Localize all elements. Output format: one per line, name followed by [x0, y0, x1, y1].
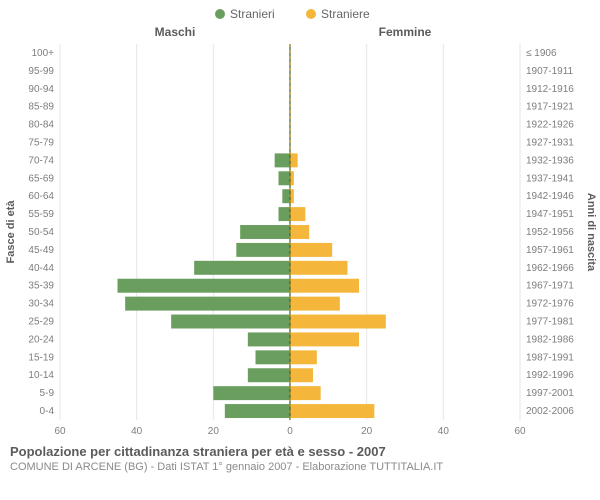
bar-male — [240, 225, 290, 239]
birth-year-label: 1917-1921 — [526, 102, 574, 113]
birth-year-label: 1962-1966 — [526, 263, 574, 274]
age-band-label: 90-94 — [28, 84, 54, 95]
age-band-label: 65-69 — [28, 173, 54, 184]
bar-female — [290, 315, 386, 329]
bar-male — [256, 350, 291, 364]
birth-year-label: 1922-1926 — [526, 120, 574, 131]
x-tick-label: 60 — [514, 426, 526, 437]
chart-footer: Popolazione per cittadinanza straniera p… — [0, 440, 600, 483]
col-title-right: Femmine — [379, 25, 432, 39]
bar-male — [279, 171, 291, 185]
bar-male — [225, 404, 290, 418]
bar-female — [290, 332, 359, 346]
age-band-label: 0-4 — [40, 406, 55, 417]
chart-subtitle: COMUNE DI ARCENE (BG) - Dati ISTAT 1° ge… — [10, 461, 590, 473]
birth-year-label: 1982-1986 — [526, 334, 574, 345]
age-band-label: 55-59 — [28, 209, 54, 220]
age-band-label: 35-39 — [28, 281, 54, 292]
age-band-label: 60-64 — [28, 191, 54, 202]
bar-male — [194, 261, 290, 275]
bar-male — [282, 189, 290, 203]
age-band-label: 10-14 — [28, 370, 54, 381]
bar-female — [290, 386, 321, 400]
age-band-label: 100+ — [31, 48, 54, 59]
bar-male — [118, 279, 291, 293]
age-band-label: 45-49 — [28, 245, 54, 256]
age-band-label: 5-9 — [40, 388, 55, 399]
age-band-label: 40-44 — [28, 263, 54, 274]
birth-year-label: 1957-1961 — [526, 245, 574, 256]
birth-year-label: 1987-1991 — [526, 352, 574, 363]
age-band-label: 20-24 — [28, 334, 54, 345]
birth-year-label: 1997-2001 — [526, 388, 574, 399]
x-tick-label: 20 — [208, 426, 220, 437]
x-tick-label: 40 — [131, 426, 143, 437]
legend-swatch — [215, 9, 225, 19]
chart-title: Popolazione per cittadinanza straniera p… — [10, 444, 590, 459]
bar-female — [290, 153, 298, 167]
bar-female — [290, 297, 340, 311]
bar-male — [213, 386, 290, 400]
age-band-label: 95-99 — [28, 66, 54, 77]
bar-male — [125, 297, 290, 311]
y-axis-title-right: Anni di nascita — [585, 193, 597, 272]
birth-year-label: 1927-1931 — [526, 137, 574, 148]
bar-male — [171, 315, 290, 329]
birth-year-label: ≤ 1906 — [526, 48, 557, 59]
birth-year-label: 1977-1981 — [526, 317, 574, 328]
bar-female — [290, 350, 317, 364]
bar-female — [290, 207, 305, 221]
birth-year-label: 1932-1936 — [526, 155, 574, 166]
bar-male — [275, 153, 290, 167]
birth-year-label: 1947-1951 — [526, 209, 574, 220]
bar-female — [290, 368, 313, 382]
age-band-label: 15-19 — [28, 352, 54, 363]
bar-male — [248, 332, 290, 346]
x-tick-label: 40 — [438, 426, 450, 437]
age-band-label: 70-74 — [28, 155, 54, 166]
age-band-label: 25-29 — [28, 317, 54, 328]
legend-label: Stranieri — [230, 7, 275, 21]
population-pyramid: Stranieri Straniere Maschi Femmine 0 20 20 40 40… — [0, 0, 600, 440]
bar-male — [279, 207, 291, 221]
legend-swatch — [306, 9, 316, 19]
bar-female — [290, 243, 332, 257]
col-title-left: Maschi — [155, 25, 196, 39]
bar-male — [236, 243, 290, 257]
legend-label: Straniere — [321, 7, 370, 21]
bar-female — [290, 225, 309, 239]
birth-year-label: 1907-1911 — [526, 66, 574, 77]
y-axis-title-left: Fasce di età — [5, 200, 17, 264]
bar-male — [248, 368, 290, 382]
bar-female — [290, 404, 374, 418]
birth-year-label: 1942-1946 — [526, 191, 574, 202]
age-band-label: 85-89 — [28, 102, 54, 113]
x-tick-label: 60 — [54, 426, 66, 437]
birth-year-label: 1972-1976 — [526, 299, 574, 310]
x-tick-label: 20 — [361, 426, 373, 437]
age-band-label: 75-79 — [28, 137, 54, 148]
age-band-label: 50-54 — [28, 227, 54, 238]
x-tick-label: 0 — [287, 426, 293, 437]
age-band-label: 30-34 — [28, 299, 54, 310]
bar-female — [290, 261, 348, 275]
age-band-label: 80-84 — [28, 120, 54, 131]
birth-year-label: 2002-2006 — [526, 406, 574, 417]
birth-year-label: 1967-1971 — [526, 281, 574, 292]
birth-year-label: 1937-1941 — [526, 173, 574, 184]
birth-year-label: 1912-1916 — [526, 84, 574, 95]
bar-female — [290, 279, 359, 293]
birth-year-label: 1992-1996 — [526, 370, 574, 381]
birth-year-label: 1952-1956 — [526, 227, 574, 238]
